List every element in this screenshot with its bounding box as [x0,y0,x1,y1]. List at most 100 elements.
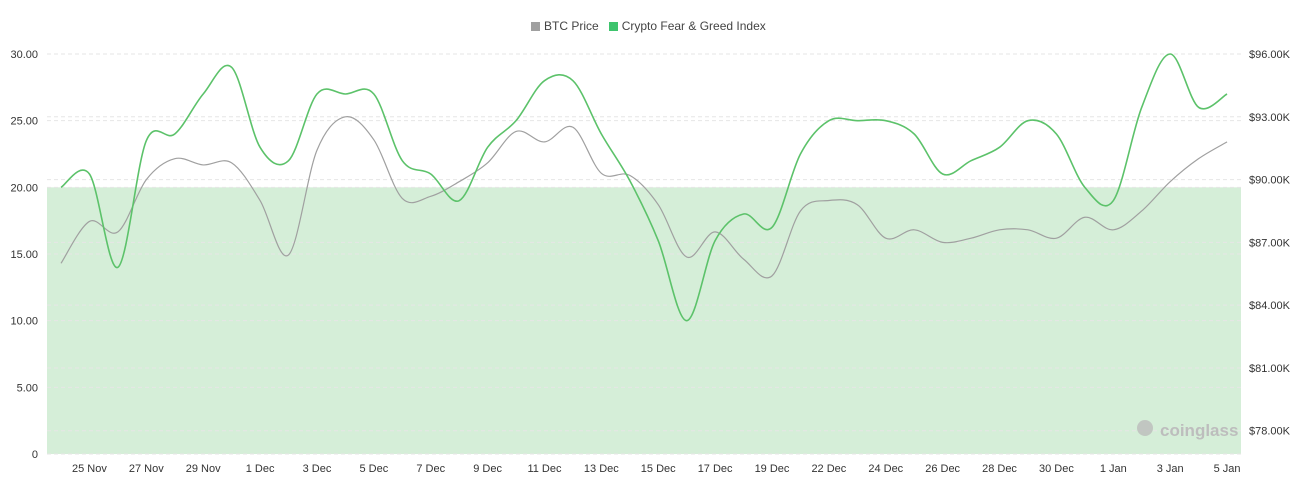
x-tick-label: 25 Nov [72,463,107,475]
x-tick-label: 15 Dec [641,463,676,475]
x-tick-label: 1 Dec [246,463,275,475]
btc-price-point [1140,209,1144,213]
btc-price-point [400,196,404,200]
btc-price-point [429,194,433,198]
btc-price-point [855,203,859,207]
btc-price-point [343,115,347,119]
btc-price-point [372,138,376,142]
fear-greed-point [941,172,945,176]
left-tick-label: 30.00 [10,49,38,61]
btc-price-point [998,228,1002,232]
btc-price-point [628,173,632,177]
btc-price-point [287,253,291,257]
fear-greed-point [514,119,518,123]
x-tick-label: 24 Dec [868,463,903,475]
fear-greed-point [571,79,575,83]
fear-greed-point [855,119,859,123]
right-tick-label: $96.00K [1249,49,1291,61]
fear-greed-point [87,172,91,176]
legend-swatch-fng [608,21,618,31]
btc-price-point [315,148,319,152]
btc-price-point [1054,236,1058,240]
fear-greed-point [258,145,262,149]
legend: BTC Price Crypto Fear & Greed Index [531,19,766,33]
btc-price-point [599,171,603,175]
x-tick-label: 27 Nov [129,463,164,475]
btc-price-point [542,140,546,144]
left-tick-label: 20.00 [10,182,38,194]
btc-price-point [201,163,205,167]
fear-greed-point [685,319,689,323]
btc-price-point [116,230,120,234]
fear-greed-point [315,92,319,96]
left-tick-label: 25.00 [10,116,38,128]
btc-price-point [656,203,660,207]
fear-greed-line [60,53,1228,322]
x-tick-label: 29 Nov [186,463,221,475]
fear-greed-point [116,265,120,269]
btc-price-point [1225,140,1229,144]
left-tick-label: 5.00 [17,382,38,394]
fear-greed-point [628,179,632,183]
fear-greed-point [1197,105,1201,109]
fear-greed-point [542,79,546,83]
fear-greed-point [457,199,461,203]
legend-item-fear-greed[interactable]: Crypto Fear & Greed Index [608,19,766,33]
fear-greed-point [827,119,831,123]
btc-price-point [1111,228,1115,232]
x-tick-label: 5 Dec [359,463,388,475]
btc-price-point [59,261,63,265]
left-tick-label: 15.00 [10,249,38,261]
btc-price-point [685,255,689,259]
btc-price-point [969,236,973,240]
fear-greed-point [656,239,660,243]
x-tick-label: 13 Dec [584,463,619,475]
x-tick-label: 7 Dec [416,463,445,475]
right-tick-label: $87.00K [1249,237,1291,249]
left-tick-label: 0 [32,449,38,461]
btc-price-point [884,236,888,240]
btc-price-point [457,180,461,184]
fear-greed-point [770,225,774,229]
btc-price-point [912,228,916,232]
fear-greed-point [144,139,148,143]
btc-price-point [514,129,518,133]
btc-price-point [258,199,262,203]
fear-greed-point [201,92,205,96]
btc-price-point [798,209,802,213]
fear-greed-point [1054,132,1058,136]
x-tick-label: 17 Dec [698,463,733,475]
fear-greed-point [1111,199,1115,203]
fear-greed-point [429,172,433,176]
x-tick-label: 3 Jan [1157,463,1184,475]
btc-price-point [941,240,945,244]
right-tick-label: $93.00K [1249,112,1291,124]
x-tick-label: 1 Jan [1100,463,1127,475]
watermark: coinglass [1160,421,1238,440]
x-tick-label: 9 Dec [473,463,502,475]
fear-greed-point [400,159,404,163]
fear-greed-point [912,132,916,136]
fear-greed-point [230,65,234,69]
btc-price-point [1168,180,1172,184]
btc-price-point [230,161,234,165]
fear-greed-point [1140,105,1144,109]
fear-greed-point [59,185,63,189]
x-tick-label: 22 Dec [811,463,846,475]
btc-price-point [827,199,831,203]
btc-price-point [742,257,746,261]
legend-item-btc-price[interactable]: BTC Price [531,19,599,33]
btc-price-point [713,230,717,234]
legend-swatch-btc [531,21,540,31]
btc-price-point [770,274,774,278]
legend-label: BTC Price [544,19,599,33]
x-tick-label: 5 Jan [1214,463,1241,475]
fear-greed-point [1225,92,1229,96]
x-tick-label: 28 Dec [982,463,1017,475]
fear-greed-point [713,239,717,243]
fear-greed-point [1083,185,1087,189]
left-tick-label: 10.00 [10,316,38,328]
coinglass-logo-icon [1137,420,1153,436]
